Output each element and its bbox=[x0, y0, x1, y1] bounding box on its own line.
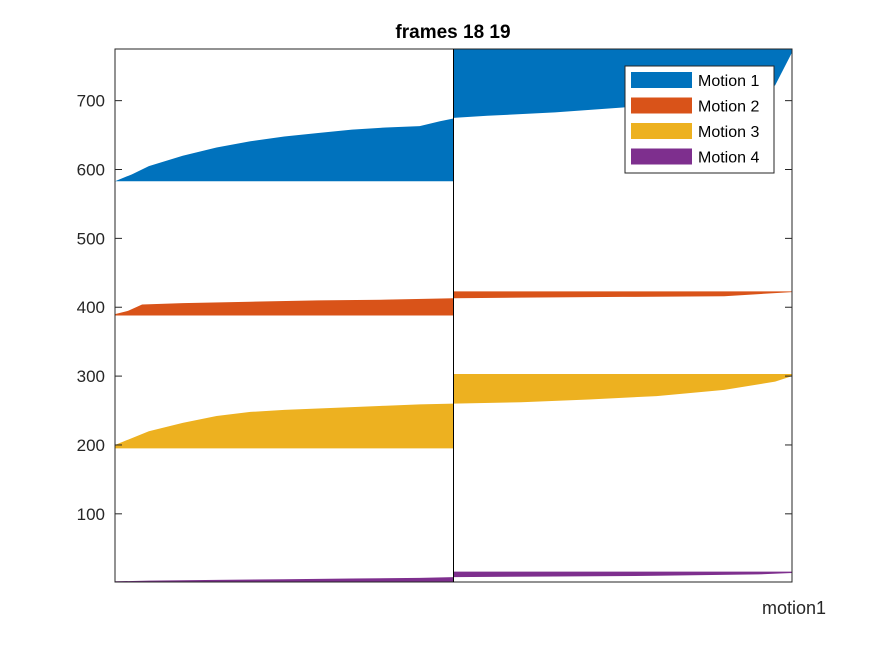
chart-title: frames 18 19 bbox=[395, 22, 510, 43]
legend-label: Motion 1 bbox=[698, 73, 759, 90]
area-motion-2-frame-2 bbox=[453, 291, 792, 299]
legend-swatch bbox=[631, 148, 692, 165]
legend-swatch bbox=[631, 97, 692, 114]
area-motion-3-frame-2 bbox=[453, 374, 792, 404]
legend-label: Motion 3 bbox=[698, 124, 759, 141]
area-motion-1-frame-1 bbox=[115, 118, 454, 182]
y-tick-label: 400 bbox=[77, 298, 105, 317]
legend-swatch bbox=[631, 72, 692, 88]
area-motion-2-frame-1 bbox=[115, 298, 454, 316]
axes: 100 200 300 400 500 600 700 bbox=[77, 48, 793, 583]
y-tick-label: 300 bbox=[77, 367, 105, 386]
legend[interactable]: Motion 1 Motion 2 Motion 3 Motion 4 bbox=[624, 65, 775, 174]
y-tick-label: 600 bbox=[77, 161, 105, 180]
x-axis-label: motion1 bbox=[762, 598, 826, 618]
area-motion-3-frame-1 bbox=[115, 403, 454, 449]
y-tick-label: 200 bbox=[77, 436, 105, 455]
legend-swatch bbox=[631, 123, 692, 139]
y-tick-label: 700 bbox=[77, 92, 105, 111]
y-tick-label: 100 bbox=[77, 505, 105, 524]
area-motion-4-frame-2 bbox=[453, 571, 792, 578]
y-tick-label: 500 bbox=[77, 229, 105, 248]
legend-label: Motion 4 bbox=[698, 150, 759, 167]
area-motion-4-frame-1 bbox=[115, 577, 454, 582]
legend-label: Motion 2 bbox=[698, 99, 759, 116]
